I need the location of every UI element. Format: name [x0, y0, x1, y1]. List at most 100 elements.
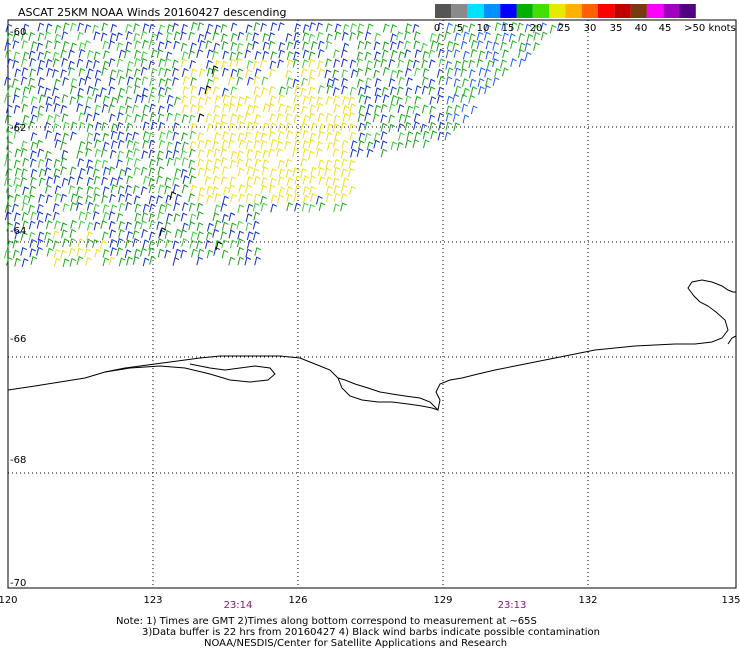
wind-barb: [157, 166, 165, 176]
wind-barb: [134, 113, 141, 123]
wind-barb: [173, 202, 180, 212]
wind-barb: [149, 255, 156, 265]
wind-barb: [70, 22, 77, 32]
wind-barb: [164, 40, 172, 50]
wind-barb: [357, 113, 365, 123]
wind-barb: [149, 112, 157, 122]
wind-barb: [164, 86, 172, 96]
note-line: NOAA/NESDIS/Center for Satellite Applica…: [204, 638, 507, 649]
legend-swatch: [451, 4, 468, 18]
wind-barb: [4, 114, 12, 124]
wind-barb: [37, 85, 45, 95]
wind-barb: [341, 77, 348, 87]
wind-barb: [308, 51, 316, 61]
wind-barb: [101, 121, 109, 131]
wind-barb: [302, 59, 309, 69]
wind-barb: [253, 21, 261, 31]
wind-barb: [348, 123, 356, 133]
wind-barb: [278, 186, 286, 196]
wind-barb: [70, 77, 78, 87]
wind-barb: [78, 41, 86, 51]
wind-barb: [205, 159, 213, 169]
wind-barb: [132, 104, 139, 114]
wind-barb: [126, 230, 134, 240]
wind-barb: [206, 148, 214, 158]
wind-barb: [182, 104, 189, 114]
wind-barb: [252, 168, 260, 177]
wind-barb: [341, 85, 348, 95]
wind-barb: [454, 85, 462, 95]
wind-barb: [204, 139, 212, 149]
wind-barb: [270, 22, 278, 32]
wind-barb: [428, 59, 436, 69]
wind-barb: [349, 131, 357, 141]
wind-barb: [308, 76, 315, 86]
wind-barb: [253, 75, 261, 85]
wind-barb: [438, 121, 445, 131]
wind-barb: [13, 87, 21, 97]
wind-barb: [148, 60, 156, 70]
lat-label: -62: [10, 123, 26, 134]
wind-barb: [53, 158, 61, 168]
wind-barb: [350, 23, 357, 33]
wind-barb: [29, 238, 37, 248]
wind-barb: [252, 202, 260, 212]
wind-barb: [261, 87, 268, 97]
wind-barb: [260, 132, 268, 142]
wind-barb: [247, 76, 254, 86]
wind-barb: [212, 212, 220, 222]
wind-barb: [36, 112, 44, 122]
wind-barb: [285, 168, 293, 178]
wind-barb: [205, 113, 213, 123]
wind-barb: [20, 57, 28, 67]
wind-barb: [220, 202, 228, 212]
wind-barb: [165, 149, 173, 159]
wind-barb: [510, 21, 518, 31]
wind-barb: [446, 22, 453, 32]
wind-barb: [142, 257, 150, 267]
wind-barb: [309, 185, 316, 195]
wind-barb: [333, 103, 341, 113]
wind-barb: [62, 238, 69, 248]
wind-barb: [484, 85, 491, 94]
wind-barb: [252, 121, 259, 131]
wind-barb: [60, 49, 67, 59]
wind-barb: [294, 202, 301, 212]
wind-barb: [116, 42, 124, 52]
wind-barb: [103, 50, 110, 59]
wind-barb: [164, 68, 171, 78]
legend-swatch: [679, 4, 696, 18]
wind-barb: [342, 95, 349, 105]
wind-barb: [468, 59, 476, 69]
wind-barb: [173, 156, 181, 166]
wind-barb: [236, 51, 243, 61]
wind-barb: [212, 140, 220, 150]
wind-barb: [116, 121, 124, 131]
wind-barb: [94, 139, 102, 149]
wind-barb: [246, 104, 254, 114]
wind-barb: [237, 167, 245, 177]
wind-barb: [270, 203, 278, 213]
wind-barb: [62, 202, 70, 212]
wind-barb: [102, 203, 110, 213]
wind-barb: [413, 121, 420, 131]
wind-barb: [188, 202, 196, 212]
wind-barb: [340, 202, 347, 212]
wind-barb: [165, 77, 172, 87]
wind-barb: [332, 86, 340, 96]
wind-barb: [229, 159, 237, 169]
wind-barb: [44, 87, 51, 97]
wind-barb: [52, 123, 60, 133]
wind-barb: [5, 184, 13, 194]
wind-barb: [237, 132, 245, 142]
wind-barb: [445, 49, 453, 59]
wind-barb: [109, 32, 117, 42]
wind-barb: [252, 40, 259, 50]
wind-barb: [437, 86, 445, 96]
wind-barb: [269, 122, 277, 132]
wind-barb: [180, 168, 188, 178]
wind-barb: [53, 113, 61, 123]
wind-barb: [142, 121, 150, 131]
wind-barb: [214, 204, 221, 214]
wind-barb: [332, 123, 340, 133]
